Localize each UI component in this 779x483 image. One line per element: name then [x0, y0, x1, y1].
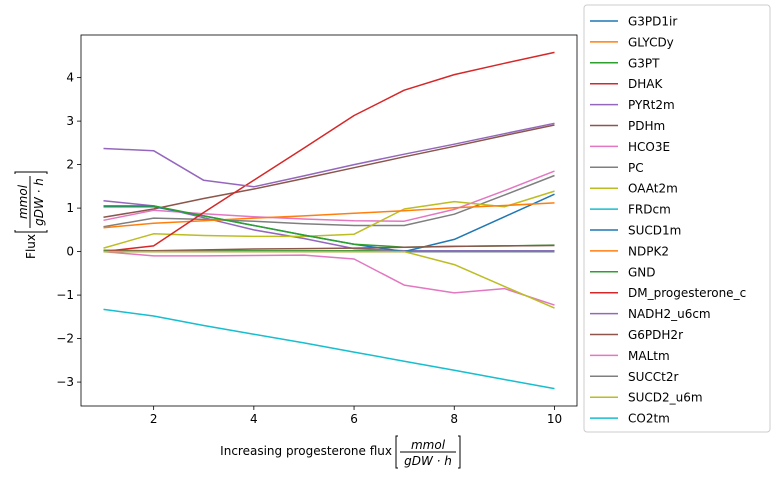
x-axis-label-text: Increasing progesterone flux: [220, 444, 392, 458]
legend-label: SUCD2_u6m: [628, 391, 703, 405]
y-axis-unit-denominator: gDW · h: [32, 178, 46, 226]
y-tick-label: 3: [66, 114, 74, 128]
legend-label: G3PD1ir: [628, 15, 677, 29]
legend: G3PD1ir GLYCDy G3PT DHAK PYRt2m PDHm HCO3E PC OA…: [584, 5, 770, 432]
y-tick-label: 4: [66, 71, 74, 85]
y-tick-label: −2: [56, 332, 74, 346]
legend-label: G6PDH2r: [628, 328, 683, 342]
x-tick-label: 2: [150, 412, 158, 426]
x-axis-unit-denominator: gDW · h: [404, 454, 452, 468]
legend-label: DHAK: [628, 77, 663, 91]
x-tick-label: 10: [547, 412, 562, 426]
y-tick-label: 0: [66, 245, 74, 259]
legend-label: FRDcm: [628, 203, 671, 217]
legend-label: G3PT: [628, 56, 660, 70]
y-tick-label: 2: [66, 158, 74, 172]
legend-label: GND: [628, 265, 656, 279]
legend-label: HCO3E: [628, 140, 670, 154]
legend-frame: [584, 5, 770, 432]
y-tick-label: −3: [56, 375, 74, 389]
y-axis-unit-numerator: mmol: [16, 184, 30, 219]
y-tick-label: −1: [56, 288, 74, 302]
legend-label: PC: [628, 161, 644, 175]
x-tick-label: 6: [350, 412, 358, 426]
legend-label: DM_progesterone_c: [628, 286, 746, 300]
x-tick-label: 8: [450, 412, 458, 426]
y-tick-label: 1: [66, 201, 74, 215]
legend-label: SUCD1m: [628, 224, 681, 238]
legend-label: SUCCt2r: [628, 370, 678, 384]
legend-label: PDHm: [628, 119, 665, 133]
x-tick-label: 4: [250, 412, 258, 426]
legend-label: GLYCDy: [628, 35, 674, 49]
legend-label: OAAt2m: [628, 182, 678, 196]
legend-label: PYRt2m: [628, 98, 675, 112]
legend-label: MALtm: [628, 349, 670, 363]
legend-label: NDPK2: [628, 244, 669, 258]
y-axis-label-text: Flux: [24, 234, 38, 259]
legend-label: CO2tm: [628, 412, 670, 426]
legend-label: NADH2_u6cm: [628, 307, 711, 321]
x-axis-unit-numerator: mmol: [411, 438, 446, 452]
